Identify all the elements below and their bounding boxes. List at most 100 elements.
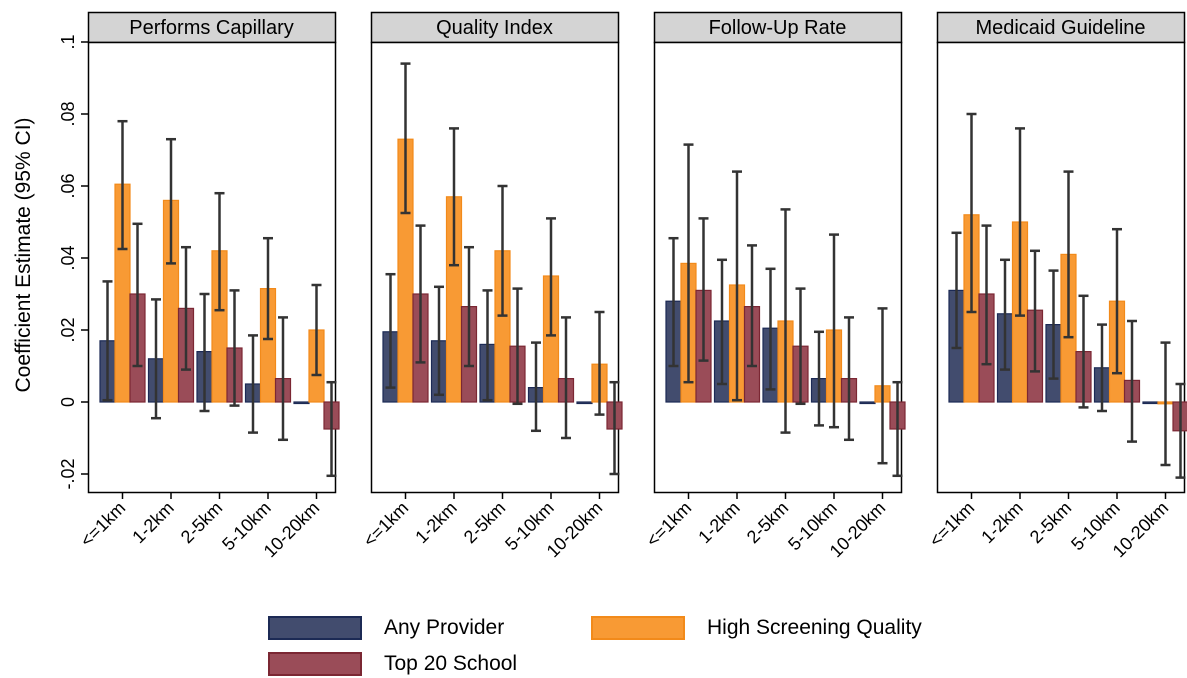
panel-title-follow-up-rate: Follow-Up Rate	[709, 17, 847, 39]
ci-bar-performs-capillary-any-provider-1-2km	[151, 298, 161, 420]
ci-bar-quality-index-high-screening-quality-5-10km	[546, 217, 556, 337]
ci-bar-performs-capillary-top-20-school-1km	[132, 222, 143, 368]
legend-item-top-20-school: Top 20 School	[268, 650, 517, 678]
legend-label-any-provider: Any Provider	[384, 616, 505, 639]
ci-bar-performs-capillary-high-screening-quality-5-10km	[263, 236, 273, 341]
panel-follow-up-rate: Follow-Up Rate<=1km1-2km2-5km5-10km10-20…	[642, 11, 906, 561]
panel-title-quality-index: Quality Index	[436, 17, 553, 39]
y-tick-label-1: 0	[58, 397, 78, 407]
bar-performs-capillary-any-provider-10-20km	[293, 401, 310, 405]
legend-swatch-top-20-school	[268, 652, 362, 676]
bar-follow-up-rate-any-provider-10-20km	[859, 401, 876, 405]
ci-bar-performs-capillary-top-20-school-5-10km	[278, 316, 288, 442]
ci-bar-medicaid-guideline-top-20-school-2-5km	[1078, 294, 1089, 409]
ci-bar-follow-up-rate-any-provider-1-2km	[717, 258, 727, 386]
y-tick-label-6: .1	[58, 34, 78, 49]
legend-swatch-high-screening-quality	[591, 616, 685, 640]
ci-bar-quality-index-any-provider-2-5km	[482, 289, 493, 402]
ci-bar-quality-index-top-20-school-1km	[415, 224, 426, 364]
panel-strip-follow-up-rate	[653, 11, 903, 44]
bar-medicaid-guideline-any-provider-10-20km	[1142, 401, 1159, 405]
panel-title-performs-capillary: Performs Capillary	[129, 17, 293, 39]
ci-bar-follow-up-rate-high-screening-quality-10-20km	[877, 307, 888, 465]
ci-bar-medicaid-guideline-top-20-school-1km	[981, 224, 992, 366]
ci-bar-follow-up-rate-top-20-school-5-10km	[844, 316, 854, 442]
ci-bar-medicaid-guideline-any-provider-5-10km	[1097, 323, 1107, 413]
ci-bar-performs-capillary-top-20-school-2-5km	[229, 289, 240, 407]
ci-bar-follow-up-rate-top-20-school-1km	[698, 217, 709, 362]
ci-bar-quality-index-high-screening-quality-1-2km	[449, 127, 459, 267]
y-axis: -.02 0 .02 .04 .06 .08 .1	[58, 34, 88, 490]
ci-bar-follow-up-rate-top-20-school-1-2km	[747, 244, 757, 368]
y-tick-label-2: .02	[58, 317, 78, 342]
ci-bar-follow-up-rate-high-screening-quality-1km	[683, 143, 694, 384]
ci-bar-medicaid-guideline-any-provider-1km	[951, 231, 962, 350]
x-tick-label-quality-index-1km: <=1km	[359, 498, 412, 551]
ci-bar-performs-capillary-high-screening-quality-2-5km	[214, 191, 225, 312]
panel-strip-performs-capillary	[87, 11, 337, 44]
panel-medicaid-guideline: Medicaid Guideline<=1km1-2km2-5km5-10km1…	[925, 11, 1187, 561]
ci-bar-follow-up-rate-high-screening-quality-1-2km	[732, 170, 742, 402]
x-tick-label-performs-capillary-1-2km: 1-2km	[128, 498, 178, 548]
ci-bar-medicaid-guideline-top-20-school-5-10km	[1127, 319, 1137, 443]
ci-bar-performs-capillary-any-provider-2-5km	[199, 292, 210, 413]
ci-bar-follow-up-rate-top-20-school-10-20km	[892, 380, 903, 478]
ci-bar-follow-up-rate-high-screening-quality-2-5km	[780, 208, 791, 434]
ci-bar-medicaid-guideline-high-screening-quality-1-2km	[1015, 127, 1025, 317]
x-tick-label-follow-up-rate-1-2km: 1-2km	[694, 498, 744, 548]
ci-bar-quality-index-high-screening-quality-10-20km	[594, 310, 605, 416]
legend: Any Provider High Screening Quality Top …	[268, 612, 988, 676]
ci-bar-follow-up-rate-any-provider-1km	[668, 236, 679, 368]
ci-bar-performs-capillary-top-20-school-10-20km	[326, 380, 337, 478]
ci-bar-performs-capillary-top-20-school-1-2km	[181, 245, 191, 371]
ci-bar-medicaid-guideline-high-screening-quality-1km	[966, 112, 977, 314]
panels-layer: Performs Capillary<=1km1-2km2-5km5-10km1…	[58, 11, 1187, 561]
x-tick-label-performs-capillary-1km: <=1km	[76, 498, 129, 551]
legend-swatch-any-provider	[268, 616, 362, 640]
y-axis-label: Coefficient Estimate (95% CI)	[12, 117, 35, 392]
ci-bar-quality-index-top-20-school-2-5km	[512, 287, 523, 406]
ci-bar-follow-up-rate-any-provider-5-10km	[814, 330, 824, 427]
ci-bar-quality-index-any-provider-5-10km	[531, 341, 541, 433]
y-tick-label-4: .06	[58, 173, 78, 198]
y-tick-label-3: .04	[58, 245, 78, 270]
legend-item-high-screening-quality: High Screening Quality	[591, 614, 922, 642]
bar-quality-index-any-provider-10-20km	[576, 401, 593, 405]
panel-title-medicaid-guideline: Medicaid Guideline	[975, 17, 1145, 39]
y-tick-label-0: -.02	[58, 458, 78, 489]
ci-bar-medicaid-guideline-high-screening-quality-2-5km	[1063, 170, 1074, 339]
x-tick-label-medicaid-guideline-1-2km: 1-2km	[977, 498, 1027, 548]
x-tick-label-medicaid-guideline-1km: <=1km	[925, 498, 978, 551]
ci-bar-performs-capillary-any-provider-1km	[102, 280, 113, 402]
ci-bar-performs-capillary-high-screening-quality-1-2km	[166, 137, 176, 265]
ci-bar-follow-up-rate-top-20-school-2-5km	[795, 287, 806, 406]
ci-bar-quality-index-high-screening-quality-2-5km	[497, 184, 508, 317]
legend-item-any-provider: Any Provider	[268, 614, 504, 642]
ci-bar-medicaid-guideline-any-provider-2-5km	[1048, 269, 1059, 380]
x-tick-label-follow-up-rate-1km: <=1km	[642, 498, 695, 551]
ci-bar-medicaid-guideline-high-screening-quality-10-20km	[1160, 341, 1171, 467]
ci-bar-quality-index-top-20-school-5-10km	[561, 316, 571, 440]
legend-label-top-20-school: Top 20 School	[384, 652, 518, 675]
panel-quality-index: Quality Index<=1km1-2km2-5km5-10km10-20k…	[359, 11, 623, 561]
panel-strip-medicaid-guideline	[936, 11, 1186, 44]
ci-bar-quality-index-top-20-school-10-20km	[609, 380, 620, 476]
ci-bar-medicaid-guideline-any-provider-1-2km	[1000, 258, 1010, 371]
y-tick-label-5: .08	[58, 101, 78, 126]
panel-performs-capillary: Performs Capillary<=1km1-2km2-5km5-10km1…	[76, 11, 340, 561]
ci-bar-performs-capillary-any-provider-5-10km	[248, 334, 258, 434]
ci-bar-performs-capillary-high-screening-quality-10-20km	[311, 283, 322, 377]
legend-label-high-screening-quality: High Screening Quality	[707, 616, 922, 639]
ci-bar-follow-up-rate-any-provider-2-5km	[765, 267, 776, 391]
ci-bar-medicaid-guideline-top-20-school-1-2km	[1030, 249, 1040, 373]
ci-bar-medicaid-guideline-high-screening-quality-5-10km	[1112, 227, 1122, 375]
ci-bar-medicaid-guideline-top-20-school-10-20km	[1175, 382, 1186, 479]
ci-bar-quality-index-top-20-school-1-2km	[464, 245, 474, 368]
x-tick-label-quality-index-1-2km: 1-2km	[411, 498, 461, 548]
ci-bar-quality-index-any-provider-1km	[385, 272, 396, 389]
ci-bar-performs-capillary-high-screening-quality-1km	[117, 119, 128, 251]
ci-bar-quality-index-any-provider-1-2km	[434, 285, 444, 397]
ci-bar-quality-index-high-screening-quality-1km	[400, 62, 411, 215]
ci-bar-follow-up-rate-high-screening-quality-5-10km	[829, 233, 839, 429]
